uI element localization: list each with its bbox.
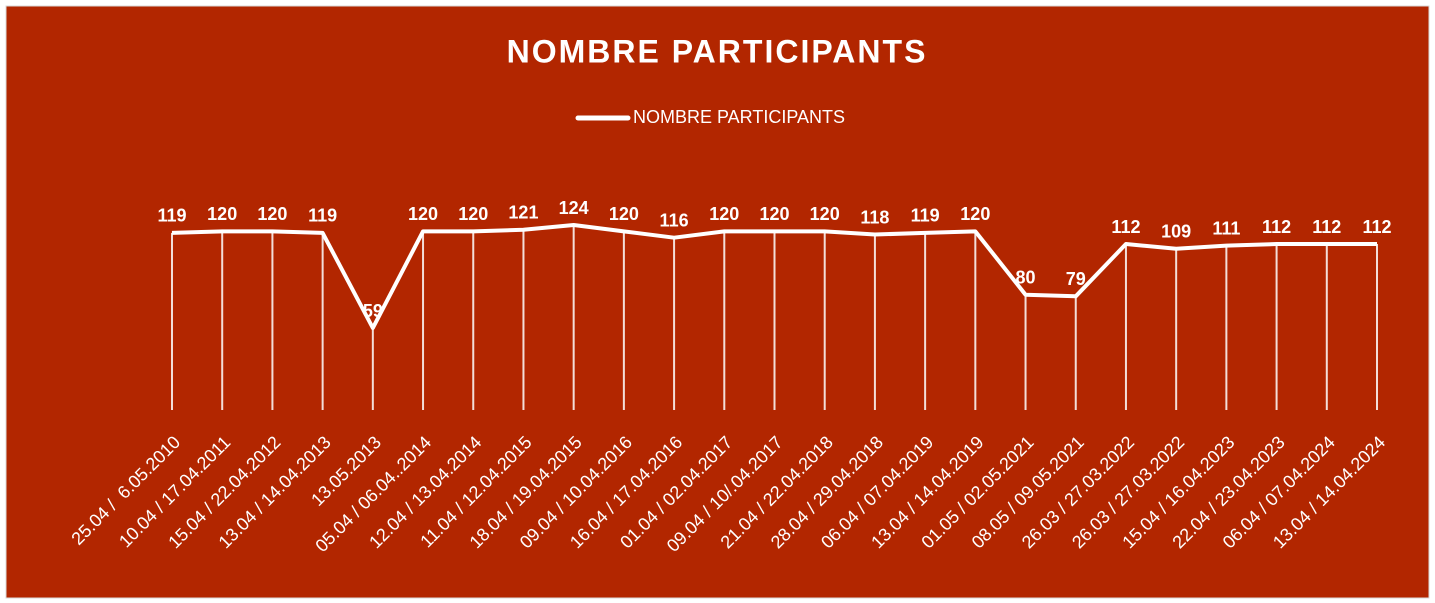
- legend-label: NOMBRE PARTICIPANTS: [633, 107, 845, 127]
- chart-title: NOMBRE PARTICIPANTS: [507, 33, 928, 69]
- data-label: 112: [1312, 217, 1341, 237]
- data-label: 124: [559, 198, 589, 218]
- data-label: 111: [1212, 218, 1240, 238]
- data-label: 120: [810, 204, 840, 224]
- data-label: 120: [759, 204, 789, 224]
- data-label: 79: [1066, 269, 1086, 289]
- data-label: 118: [860, 207, 889, 227]
- data-label: 120: [207, 204, 237, 224]
- data-label: 120: [408, 204, 438, 224]
- data-label: 120: [458, 204, 488, 224]
- chart-background: [5, 5, 1430, 599]
- data-label: 119: [157, 206, 186, 226]
- data-label: 119: [308, 206, 337, 226]
- data-label: 109: [1161, 222, 1191, 242]
- data-label: 119: [911, 206, 940, 226]
- data-label: 80: [1016, 267, 1036, 287]
- data-line: [171, 223, 1377, 330]
- data-label: 120: [257, 204, 287, 224]
- data-label: 112: [1111, 217, 1140, 237]
- data-label: 121: [508, 203, 538, 223]
- data-label: 59: [363, 301, 383, 321]
- data-label: 120: [709, 204, 739, 224]
- data-label: 112: [1362, 217, 1391, 237]
- data-label: 116: [660, 210, 689, 230]
- data-label: 112: [1262, 217, 1291, 237]
- data-label: 120: [960, 204, 990, 224]
- data-label: 120: [609, 204, 639, 224]
